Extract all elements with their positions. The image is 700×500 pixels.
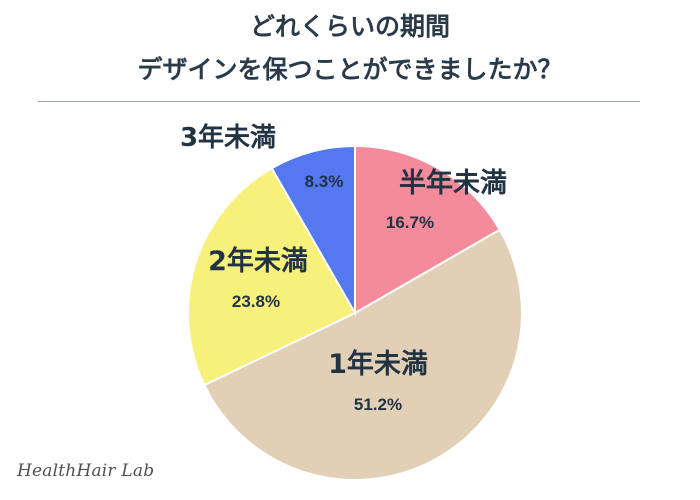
chart-title-line-1: どれくらいの期間 [249, 12, 450, 41]
pie-slice-4 [270, 144, 356, 317]
slice-value-3: 23.8% [232, 292, 280, 311]
title-divider [38, 101, 640, 102]
chart-title-line-2: デザインを保つことができましたか？ [137, 55, 563, 84]
slice-label-4: 3年未満 [180, 122, 276, 153]
pie-slice-2 [203, 228, 523, 481]
slice-label-3: 2年未満 [208, 245, 308, 277]
pie-slice-1 [354, 144, 502, 315]
pie-slice-3 [187, 166, 357, 387]
slice-label-2: 1年未満 [328, 348, 428, 380]
slice-value-4: 8.3% [305, 172, 344, 191]
slice-label-1: 半年未満 [399, 167, 507, 199]
slice-value-1: 16.7% [386, 213, 434, 232]
slice-value-2: 51.2% [354, 395, 402, 414]
brand-logo-text: HealthHair Lab [17, 461, 155, 481]
